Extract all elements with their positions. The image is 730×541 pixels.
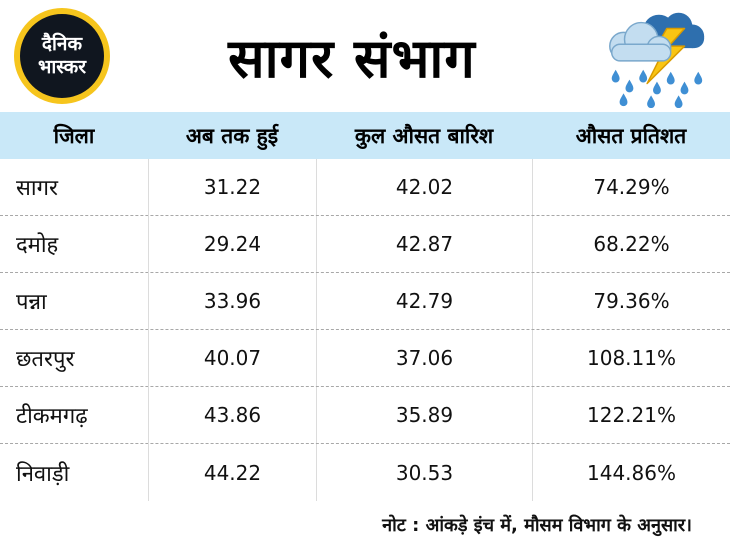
cell-district: निवाड़ी xyxy=(16,461,70,487)
cell-avg-total-rain: 42.79 xyxy=(316,273,532,329)
cell-district: छतरपुर xyxy=(16,347,75,372)
column-header-district: जिला xyxy=(53,123,95,148)
cell-avg-percent: 108.11% xyxy=(532,330,730,386)
cell-district: टीकमगढ़ xyxy=(16,404,88,429)
table-row: सागर 31.22 42.02 74.29% xyxy=(0,159,730,216)
cell-avg-percent: 68.22% xyxy=(532,216,730,272)
cell-district: दमोह xyxy=(16,233,59,258)
table-header-row: जिला अब तक हुई कुल औसत बारिश औसत प्रतिशत xyxy=(0,112,730,159)
cell-avg-total-rain: 42.87 xyxy=(316,216,532,272)
table-row: छतरपुर 40.07 37.06 108.11% xyxy=(0,330,730,387)
cell-rain-so-far: 40.07 xyxy=(148,330,316,386)
cell-rain-so-far: 31.22 xyxy=(148,159,316,215)
cell-avg-total-rain: 35.89 xyxy=(316,387,532,443)
storm-cloud-icon xyxy=(594,4,716,108)
footer-note: नोट : आंकड़े इंच में, मौसम विभाग के अनुस… xyxy=(382,515,692,536)
table-row: निवाड़ी 44.22 30.53 144.86% xyxy=(0,444,730,501)
cell-avg-percent: 79.36% xyxy=(532,273,730,329)
dainik-bhaskar-logo: दैनिक भास्कर xyxy=(14,8,110,104)
rainfall-table: जिला अब तक हुई कुल औसत बारिश औसत प्रतिशत… xyxy=(0,112,730,501)
cell-rain-so-far: 44.22 xyxy=(148,444,316,501)
column-header-avg-percent: औसत प्रतिशत xyxy=(575,123,687,148)
page-title: सागर संभाग xyxy=(228,27,476,90)
table-row: पन्ना 33.96 42.79 79.36% xyxy=(0,273,730,330)
column-header-rain-so-far: अब तक हुई xyxy=(185,123,279,148)
cell-avg-percent: 74.29% xyxy=(532,159,730,215)
cell-avg-percent: 144.86% xyxy=(532,444,730,501)
cell-avg-total-rain: 30.53 xyxy=(316,444,532,501)
cell-district: सागर xyxy=(16,176,58,201)
column-header-avg-total-rain: कुल औसत बारिश xyxy=(354,123,494,148)
logo-text-line2: भास्कर xyxy=(37,56,87,78)
cell-rain-so-far: 33.96 xyxy=(148,273,316,329)
logo-text-line1: दैनिक xyxy=(41,33,83,56)
table-row: टीकमगढ़ 43.86 35.89 122.21% xyxy=(0,387,730,444)
table-row: दमोह 29.24 42.87 68.22% xyxy=(0,216,730,273)
header-bar: दैनिक भास्कर सागर संभाग xyxy=(0,0,730,112)
cell-rain-so-far: 43.86 xyxy=(148,387,316,443)
cell-avg-percent: 122.21% xyxy=(532,387,730,443)
cell-avg-total-rain: 42.02 xyxy=(316,159,532,215)
cell-rain-so-far: 29.24 xyxy=(148,216,316,272)
cell-avg-total-rain: 37.06 xyxy=(316,330,532,386)
cell-district: पन्ना xyxy=(16,290,47,315)
